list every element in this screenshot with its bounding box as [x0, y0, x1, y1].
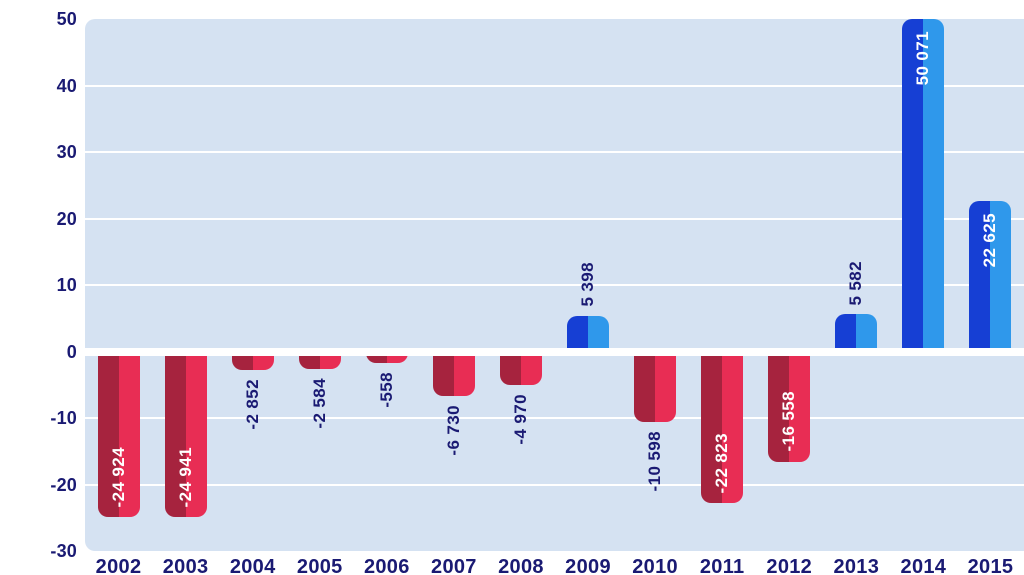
y-axis-label-40: 40	[56, 75, 77, 96]
gridline-10	[85, 284, 1024, 286]
bar-value-label-2003: -24 941	[175, 446, 195, 508]
bar-2004	[231, 351, 274, 371]
y-axis-label-0: 0	[66, 341, 77, 362]
y-axis-label-30: 30	[56, 142, 77, 162]
bar-2014	[902, 18, 945, 352]
gridline--10	[85, 417, 1024, 419]
y-axis-label--30: -30	[50, 541, 77, 561]
bar-value-label-2009: 5 398	[578, 262, 598, 307]
bar-value-label-2010: -10 598	[645, 430, 665, 492]
bar-value-label-2004: -2 852	[242, 379, 262, 431]
zero-line	[85, 347, 1024, 356]
x-axis-label-2015: 2015	[967, 556, 1014, 575]
plot-area: -24 924 -24 941 -2 852 -2 584 -558 -6 730 -4 9…	[85, 18, 1024, 551]
x-axis-label-2004: 2004	[229, 556, 276, 575]
bar-2015	[969, 201, 1012, 352]
bar-2006	[365, 351, 408, 363]
x-axis-label-2011: 2011	[699, 556, 745, 575]
x-axis-label-2010: 2010	[632, 556, 678, 575]
bar-value-label-2006: -558	[376, 371, 396, 408]
bar-2002	[97, 351, 140, 518]
bar-2009	[567, 315, 610, 352]
bar-2013	[835, 314, 878, 352]
x-axis-label-2012: 2012	[766, 556, 813, 575]
bar-value-label-2008: -4 970	[510, 393, 530, 445]
bar-value-label-2005: -2 584	[309, 377, 329, 429]
x-axis-label-2008: 2008	[498, 556, 544, 575]
x-axis-label-2013: 2013	[833, 556, 880, 575]
bar-value-label-2014: 50 071	[913, 30, 933, 85]
x-axis-label-2007: 2007	[431, 556, 477, 575]
bar-2011	[701, 351, 744, 504]
bar-value-label-2015: 22 625	[980, 213, 1000, 268]
bar-value-label-2011: -22 823	[712, 432, 732, 494]
y-axis-label-50: 50	[56, 9, 77, 29]
bar-2007	[432, 351, 475, 397]
y-axis-label--20: -20	[50, 474, 77, 495]
y-axis-label-20: 20	[56, 208, 77, 229]
gridline--20	[85, 483, 1024, 486]
x-axis-label-2009: 2009	[565, 556, 611, 575]
bar-2005	[298, 351, 341, 369]
y-axis: 50 40 30 20 10 0 -10 -20 -30	[0, 0, 77, 575]
x-axis-label-2003: 2003	[162, 556, 209, 575]
bar-2003	[164, 351, 207, 518]
bar-value-label-2002: -24 924	[108, 446, 128, 508]
bar-value-label-2012: -16 558	[779, 391, 799, 452]
gridline-40	[85, 84, 1024, 87]
bar-value-label-2007: -6 730	[443, 405, 463, 456]
gridline-30	[85, 151, 1024, 153]
x-axis-label-2014: 2014	[900, 556, 947, 575]
bar-2010	[634, 351, 677, 422]
bar-2012	[768, 351, 811, 462]
y-axis-label--10: -10	[50, 408, 77, 428]
bar-2008	[499, 351, 542, 385]
x-axis-label-2005: 2005	[296, 556, 343, 575]
gridline-20	[85, 217, 1024, 220]
x-axis-label-2006: 2006	[363, 556, 410, 575]
y-axis-label-10: 10	[56, 275, 77, 295]
x-axis-label-2002: 2002	[95, 556, 142, 575]
bar-value-label-2013: 5 582	[846, 260, 866, 306]
